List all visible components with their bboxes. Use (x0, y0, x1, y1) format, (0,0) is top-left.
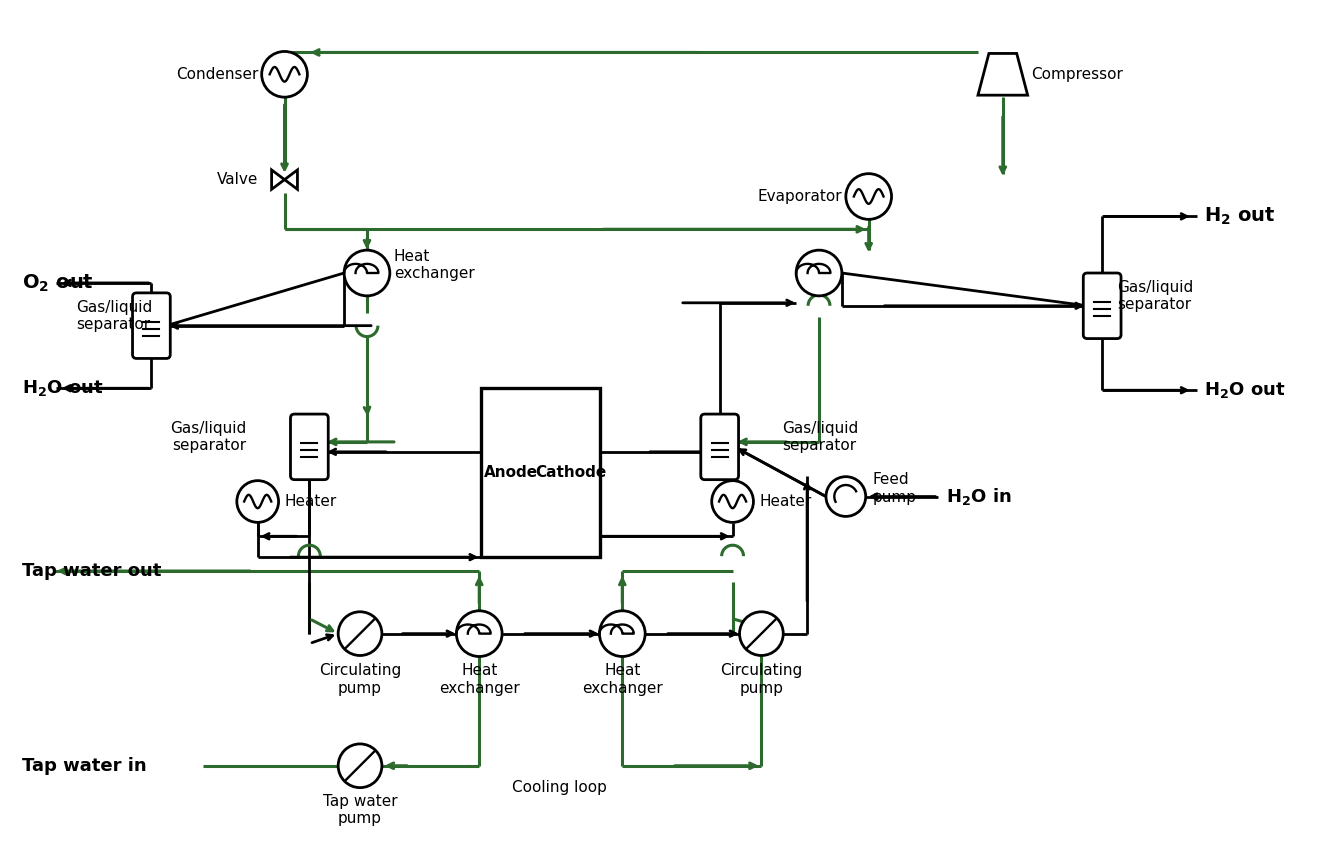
Text: Heat
exchanger: Heat exchanger (439, 664, 519, 696)
Circle shape (740, 612, 783, 655)
Text: $\mathbf{H_2O}$ out: $\mathbf{H_2O}$ out (23, 378, 104, 398)
Circle shape (846, 174, 891, 219)
Circle shape (262, 51, 308, 97)
Text: Tap water out: Tap water out (23, 562, 162, 580)
Circle shape (796, 250, 842, 296)
Text: Gas/liquid
separator: Gas/liquid separator (783, 421, 859, 453)
Circle shape (456, 611, 502, 657)
Text: Circulating
pump: Circulating pump (720, 664, 803, 696)
Text: $\mathbf{H_2O}$ in: $\mathbf{H_2O}$ in (946, 486, 1012, 507)
Text: $\mathbf{H_2O}$ out: $\mathbf{H_2O}$ out (1204, 380, 1286, 400)
Text: Gas/liquid
separator: Gas/liquid separator (170, 421, 246, 453)
Circle shape (237, 481, 278, 522)
Text: Heater: Heater (285, 494, 337, 509)
Text: Feed
pump: Feed pump (872, 472, 917, 504)
Text: Gas/liquid
separator: Gas/liquid separator (1117, 279, 1193, 312)
Circle shape (599, 611, 645, 657)
Circle shape (712, 481, 753, 522)
FancyBboxPatch shape (290, 414, 328, 480)
Polygon shape (272, 170, 285, 189)
Circle shape (826, 476, 866, 516)
Text: Tap water in: Tap water in (23, 757, 147, 774)
Text: Heat
exchanger: Heat exchanger (582, 664, 662, 696)
Circle shape (344, 250, 389, 296)
Text: $\mathbf{O_2}$ out: $\mathbf{O_2}$ out (23, 273, 94, 294)
Text: Evaporator: Evaporator (757, 189, 842, 204)
Polygon shape (978, 54, 1028, 95)
FancyBboxPatch shape (1084, 273, 1121, 338)
FancyBboxPatch shape (132, 293, 170, 359)
Text: Gas/liquid
separator: Gas/liquid separator (76, 300, 153, 332)
Text: Anode: Anode (484, 465, 538, 481)
Text: $\mathbf{H_2}$ out: $\mathbf{H_2}$ out (1204, 205, 1276, 227)
Polygon shape (285, 170, 297, 189)
Text: Compressor: Compressor (1030, 66, 1123, 82)
Text: Tap water
pump: Tap water pump (322, 793, 397, 826)
Circle shape (339, 744, 381, 787)
Text: Cathode: Cathode (535, 465, 606, 481)
Circle shape (339, 612, 381, 655)
Text: Heat
exchanger: Heat exchanger (393, 249, 475, 281)
Polygon shape (482, 389, 601, 557)
Text: Valve: Valve (217, 172, 258, 187)
Text: Cooling loop: Cooling loop (512, 780, 607, 795)
FancyBboxPatch shape (701, 414, 739, 480)
Text: Circulating
pump: Circulating pump (318, 664, 401, 696)
Text: Heater: Heater (760, 494, 812, 509)
Text: Condenser: Condenser (177, 66, 258, 82)
